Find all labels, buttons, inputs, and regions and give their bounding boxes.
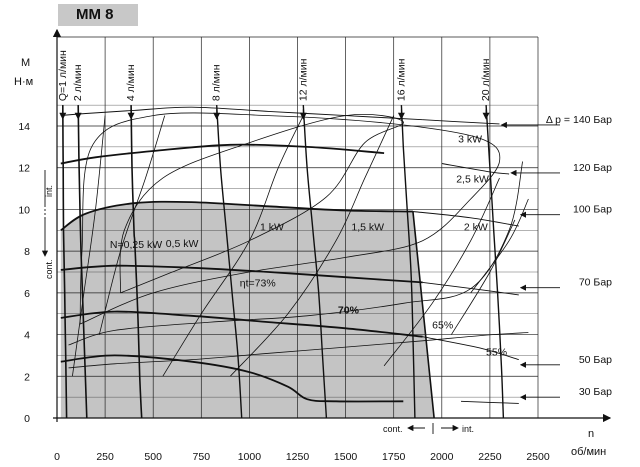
flow-curve-3: [216, 105, 243, 419]
flow-label: 4 л/мин: [125, 64, 137, 101]
x-tick-label: 1500: [334, 451, 358, 463]
flow-curve-1: [77, 105, 88, 419]
x-tick-label: 0: [54, 451, 60, 463]
region-boundary-arrows: [41, 170, 459, 434]
flow-label: Q=1 л/мин: [57, 50, 69, 101]
pressure-label: 100 Бар: [573, 204, 612, 216]
pressure-label: 120 Бар: [573, 162, 612, 174]
cont-annotation-bottom: cont.: [383, 424, 403, 434]
x-tick-label: 2250: [478, 451, 502, 463]
chart-title: MM 8: [58, 4, 138, 26]
efficiency-label: 65%: [432, 319, 453, 331]
power-curve-6: [470, 198, 529, 294]
pressure-label: 30 Бар: [579, 386, 612, 398]
x-tick-label: 1000: [238, 451, 262, 463]
y-tick-label: 12: [18, 163, 30, 175]
pressure-curve-tail-2: [412, 211, 519, 227]
power-curve-2: [162, 115, 304, 377]
y-tick-label: 10: [18, 204, 30, 216]
flow-label: 8 л/мин: [211, 64, 223, 101]
power-label: 2 kW: [464, 221, 488, 233]
y-tick-label: 0: [24, 413, 30, 425]
pressure-curve-2: [60, 200, 413, 232]
flow-label: 20 л/мин: [480, 58, 492, 101]
power-curve-5: [451, 219, 516, 335]
x-tick-label: 2500: [526, 451, 550, 463]
power-label: 2,5 kW: [456, 173, 489, 185]
y-tick-label: 8: [24, 246, 30, 258]
power-label: 3 kW: [458, 134, 482, 146]
pressure-label: Δ p = 140 Бар: [546, 114, 612, 126]
x-axis-label-n: n: [588, 428, 594, 440]
x-tick-label: 1250: [286, 451, 310, 463]
power-label: 1 kW: [260, 221, 284, 233]
x-tick-label: 750: [193, 451, 211, 463]
x-tick-label: 1750: [382, 451, 406, 463]
pressure-curve-tail-0: [422, 119, 500, 125]
flow-label: 2 л/мин: [72, 64, 84, 101]
pressure-curve-tail-5: [460, 400, 519, 404]
flow-label: 12 л/мин: [297, 58, 309, 101]
pressure-curve-3: [60, 264, 423, 284]
power-label: 1,5 kW: [351, 221, 384, 233]
pressure-curve-tail-3: [422, 281, 519, 296]
efficiency-curve-2: [68, 161, 523, 346]
pressure-curve-5: [60, 354, 404, 403]
x-tick-label: 500: [144, 451, 162, 463]
flow-curve-5: [400, 105, 416, 419]
y-tick-label: 14: [18, 121, 30, 133]
flow-curve-4: [302, 105, 328, 419]
efficiency-label: 55%: [486, 346, 507, 358]
efficiency-curve-1: [79, 112, 501, 325]
efficiency-label: ηt=73%: [240, 278, 276, 290]
y-tick-label: 2: [24, 371, 30, 383]
pressure-curve-1: [60, 143, 385, 165]
y-tick-label: 6: [24, 288, 30, 300]
power-curve-1: [98, 115, 166, 335]
flow-curve-2: [130, 105, 143, 419]
int-annotation-top: int.: [44, 185, 54, 197]
power-label: 0,5 kW: [166, 238, 199, 250]
power-curve-4: [383, 177, 500, 367]
int-annotation-bottom: int.: [462, 424, 474, 434]
efficiency-label: 70%: [338, 305, 360, 317]
x-tick-label: 250: [96, 451, 114, 463]
pressure-label: 70 Бар: [579, 277, 612, 289]
x-tick-label: 2000: [430, 451, 454, 463]
pressure-label: 50 Бар: [579, 354, 612, 366]
pressure-curve-tail-4: [422, 336, 519, 361]
flow-curve-6: [485, 105, 505, 419]
power-curve-3: [229, 115, 395, 377]
y-tick-label: 4: [24, 330, 30, 342]
power-label: N=0,25 kW: [110, 239, 162, 251]
flow-label: 16 л/мин: [395, 58, 407, 101]
pressure-curve-0: [60, 106, 423, 121]
x-axis-label-unit: об/мин: [571, 446, 606, 458]
y-axis-label-m: M: [21, 57, 30, 69]
continuous-region: [60, 201, 435, 418]
cont-annotation-left: cont.: [44, 259, 54, 279]
efficiency-curve-0: [119, 114, 404, 294]
flow-curve-0: [62, 105, 68, 419]
efficiency-curve-3: [68, 332, 529, 369]
y-axis-label-unit: Н·м: [14, 76, 33, 88]
